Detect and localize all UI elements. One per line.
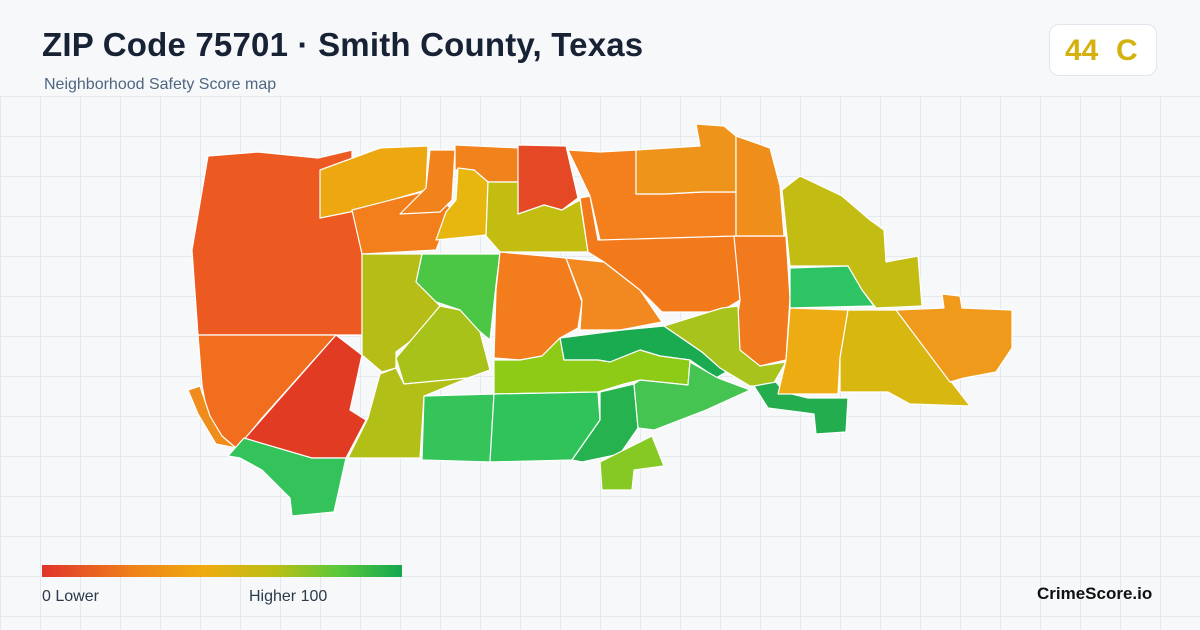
map-region-east-green-block[interactable] [789, 265, 875, 309]
map-region-east-orange-column[interactable] [735, 135, 785, 237]
safety-grade: C [1116, 34, 1138, 67]
brand-logo-text[interactable]: CrimeScore.io [1037, 584, 1153, 603]
map-region-west-edge-sliver[interactable] [187, 385, 237, 449]
map-region-southwest-green-tract[interactable] [227, 437, 347, 517]
map-region-central-olive-west[interactable] [361, 253, 441, 373]
map-region-south-green-1[interactable] [421, 393, 495, 463]
legend-gradient-bar [42, 565, 402, 577]
safety-score-value: 44 [1065, 34, 1099, 67]
page-title: ZIP Code 75701 · Smith County, Texas [42, 26, 644, 63]
map-region-northeast-orange-column[interactable] [635, 123, 737, 195]
map-region-north-red-tract[interactable] [517, 144, 579, 216]
header: ZIP Code 75701 · Smith County, Texas Nei… [0, 0, 1200, 96]
map-region-east-orange-tract[interactable] [731, 235, 791, 367]
map-region-southeast-green[interactable] [633, 361, 751, 431]
map-region-far-east-orange[interactable] [895, 293, 1013, 383]
map-region-east-gold-tract[interactable] [777, 307, 849, 395]
page-subtitle: Neighborhood Safety Score map [44, 76, 277, 93]
map-region-central-olive-tract[interactable] [485, 181, 589, 253]
legend-max-label: Higher 100 [249, 588, 328, 605]
score-badge: 44 C [1049, 24, 1157, 76]
map-region-south-lime-tail[interactable] [599, 435, 665, 491]
map-region-central-olive-south[interactable] [395, 305, 491, 385]
map-region-north-yellow-tract[interactable] [435, 167, 489, 241]
legend-min-label: 0 Lower [42, 588, 99, 605]
